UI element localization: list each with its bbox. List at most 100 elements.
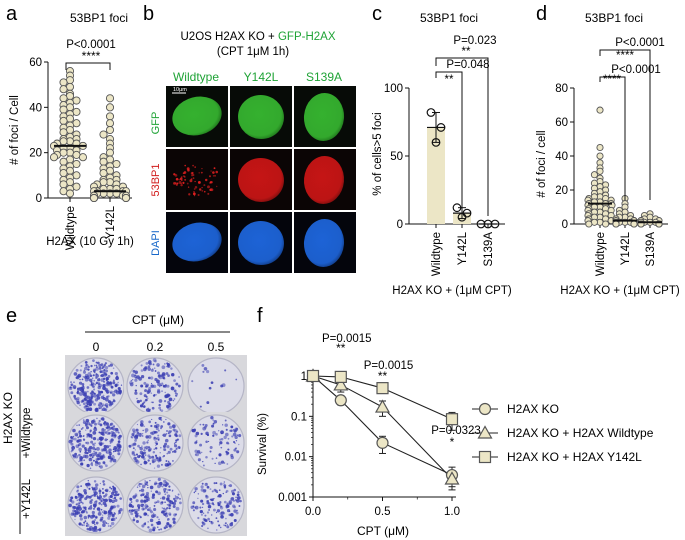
colony-dot [134,511,138,515]
colony-dot [174,429,178,433]
panel-f-marks [305,368,460,491]
colony-dot [91,456,94,459]
colony-dot [83,491,88,495]
colony-dot [115,389,118,393]
colony-dot [202,423,205,426]
colony-dot [83,434,85,437]
colony-dot [77,502,80,505]
colony-dot [202,464,205,467]
focus-dot-62 [194,166,196,168]
colony-dot [89,457,92,460]
panel-a-ylabel: # of foci / Cell [9,95,21,165]
colony-dot [117,513,120,515]
focus-dot-35 [176,182,179,185]
colony-dot [95,410,98,413]
colony-dot [78,501,80,504]
colony-dot [79,514,82,518]
focus-dot-6 [207,185,210,189]
colony-plate-wildtype-dose-0-2 [124,412,186,474]
colony-dot [134,391,138,395]
colony-dot [239,499,242,503]
colony-dot [144,461,147,464]
colony-dot [102,433,105,437]
colony-dot [83,515,88,520]
colony-dot [192,509,195,512]
colony-dot [166,494,171,498]
colony-dot [152,493,156,497]
panel-label-b: b [143,3,154,25]
panel-d-y-tick-label-2: 40 [555,151,568,163]
colony-dot [137,506,141,510]
colony-dot [172,460,174,462]
colony-dot [164,391,166,394]
colony-dot [157,491,161,496]
focus-dot-12 [183,171,187,174]
colony-dot [131,450,135,455]
colony-dot [163,377,165,379]
colony-dot [133,517,135,519]
colony-dot [81,524,84,527]
colony-dot [202,512,205,515]
focus-dot-36 [192,164,194,167]
colony-dot [206,433,210,437]
colony-dot [92,374,95,377]
colony-dot [68,503,72,508]
colony-plate-y142l-dose-0-5 [185,474,247,536]
panel-c-bracket-y142l [435,71,463,208]
colony-dot [160,384,162,387]
colony-dot [108,448,112,452]
panel-f-y-tick-label-0: 0.001 [278,492,307,504]
panel-d-wildtype-point-0 [596,106,604,114]
colony-dot [139,392,143,396]
colony-dot [155,423,160,428]
colony-dot [219,505,223,508]
panel-a-wildtype-point-5 [59,85,68,94]
colony-dot [230,453,234,457]
colony-dot [148,376,151,380]
colony-dot [89,429,92,432]
colony-dot [73,437,77,441]
colony-dot [131,509,134,512]
focus-dot-53 [188,193,191,196]
panel-f-stars-1: ** [378,369,388,383]
colony-dot [173,449,177,453]
micrograph-dapi-s139a [294,212,356,273]
panel-a-wildtype-point-55 [59,180,68,189]
colony-dot [106,499,108,502]
colony-dot [132,430,136,434]
colony-dot [91,437,93,439]
colony-dot [83,521,86,524]
panel-a: a 53BP1 foci P<0.0001 **** 0 20 40 60 Wildty… [6,3,134,250]
colony-dot [72,435,75,438]
colony-dot [232,432,237,437]
colony-dot [223,462,226,464]
focus-dot-8 [207,192,210,195]
colony-dot [99,494,102,497]
colony-dot [118,437,121,441]
colony-dot [91,520,96,524]
colony-dot [216,491,218,493]
colony-dot [224,524,227,527]
colony-dot [103,364,106,367]
colony-dot [72,513,76,516]
colony-dot [71,437,75,441]
colony-dot [165,508,167,510]
colony-dot [143,446,147,449]
colony-dot [115,376,119,381]
panel-d-wildtype-point-1 [596,143,604,152]
colony-dot [77,489,79,491]
colony-dot [105,382,110,387]
colony-dot [110,422,112,425]
colony-dot [175,506,180,511]
colony-dot [233,519,237,523]
panel-c-comparison-label-1: ** [462,46,471,58]
colony-dot [69,499,73,502]
colony-dot [91,442,95,446]
colony-dot [169,513,172,516]
colony-dot [159,409,162,411]
colony-dot [88,457,93,462]
colony-dot [135,514,139,518]
colony-dot [110,452,112,454]
colony-dot [99,518,103,522]
colony-dot [174,441,176,444]
